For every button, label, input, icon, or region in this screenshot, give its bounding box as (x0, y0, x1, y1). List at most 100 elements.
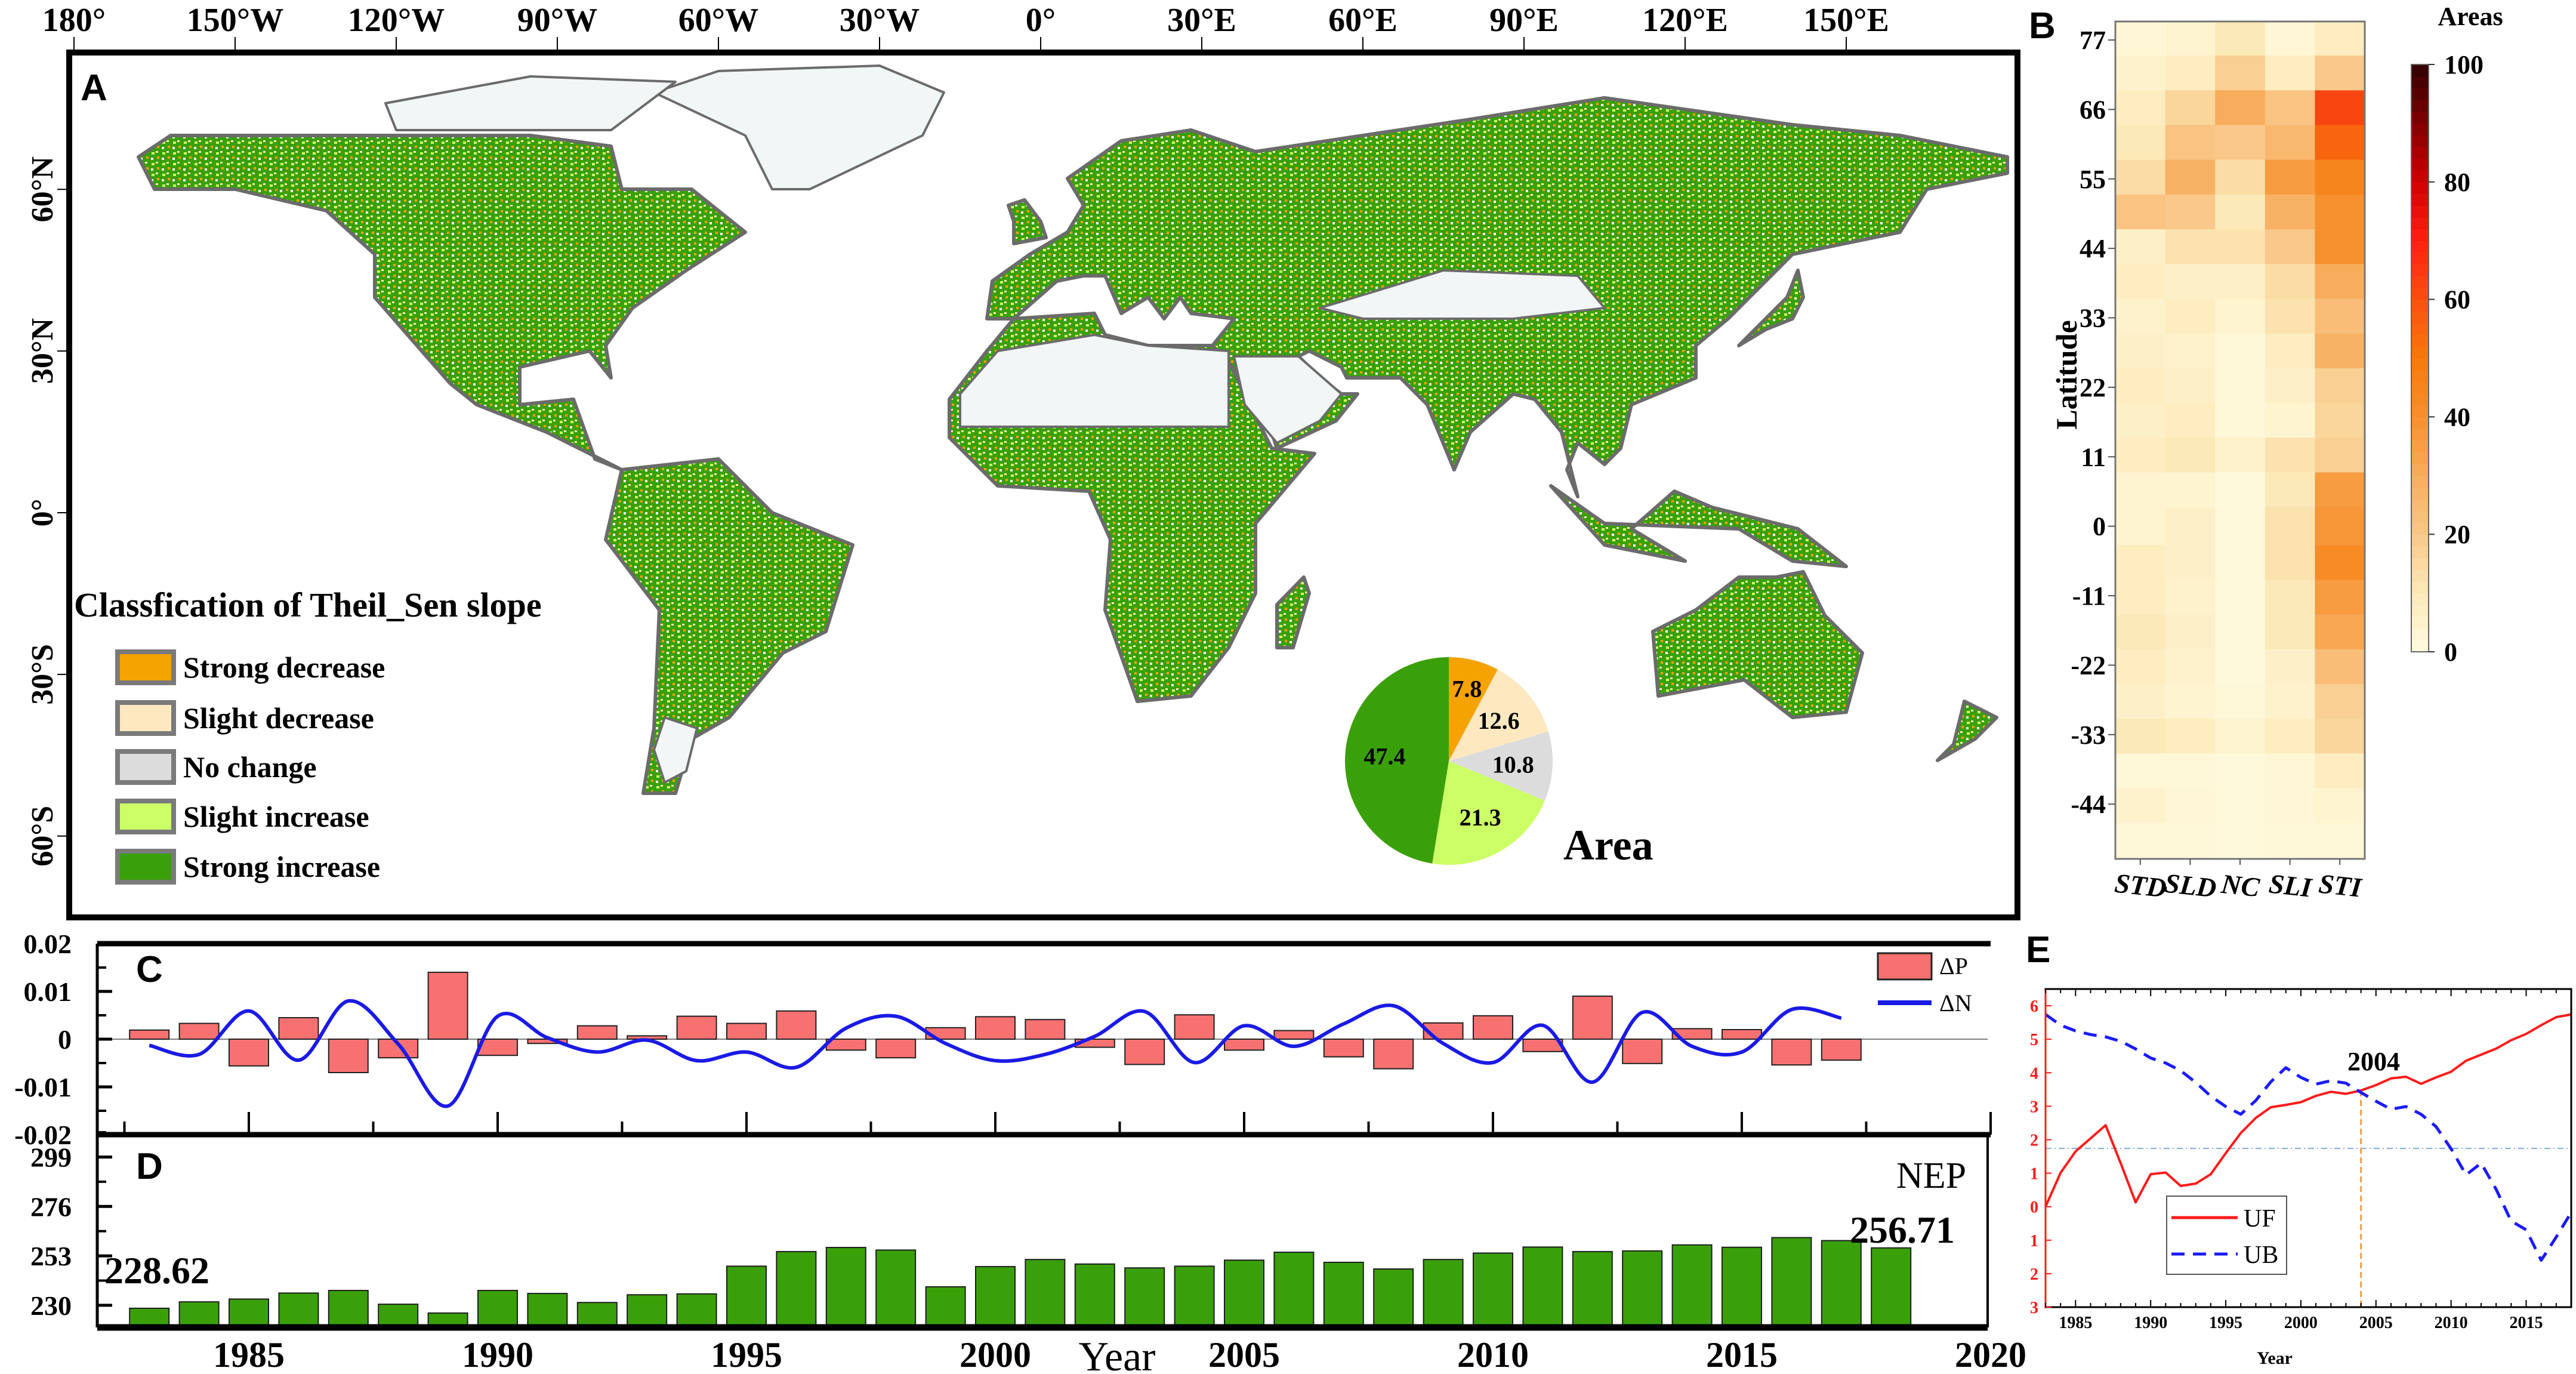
nep-bar (726, 1265, 767, 1328)
colorbar-step (2411, 158, 2429, 171)
c-y-tick-label: 0.01 (24, 976, 72, 1007)
legend-label-ub: UB (2244, 1241, 2278, 1269)
colorbar-step (2411, 487, 2429, 500)
nep-bar (676, 1293, 717, 1329)
colorbar-tick-label: 100 (2444, 50, 2484, 79)
heatmap-cell (2115, 368, 2166, 403)
colorbar-step (2411, 534, 2429, 547)
heatmap-y-tick-label: -22 (2071, 651, 2106, 680)
heatmap-cell (2265, 21, 2315, 56)
e-x-axis-title: Year (2257, 1348, 2293, 1368)
heatmap-cell (2165, 649, 2216, 685)
c-y-tick-label: -0.01 (14, 1072, 72, 1102)
heatmap-y-tick-label: 55 (2080, 165, 2106, 194)
delta-p-bar (1174, 1014, 1215, 1040)
lat-tick-label: 60°N (26, 156, 60, 222)
x-tick-label: 2000 (960, 1335, 1031, 1374)
legend-label: Slight increase (183, 800, 369, 833)
heatmap-cell (2165, 298, 2216, 334)
landmass-australia (1651, 570, 1864, 719)
c-y-tick-label: 0 (58, 1024, 72, 1055)
heatmap-cell (2165, 614, 2216, 650)
panel-c-anomaly-chart: 0.02 0.01 0 -0.01 -0.02 C ΔP ΔN (14, 929, 1992, 1150)
change-point-label: 2004 (2347, 1047, 2400, 1076)
heatmap-cell (2115, 298, 2166, 334)
area-pie-chart: 7.8 12.6 10.8 21.3 47.4 (1345, 657, 1553, 865)
heatmap-cell (2115, 90, 2166, 126)
lon-tick-label: 120°W (348, 2, 445, 39)
delta-p-bar (1323, 1039, 1364, 1058)
x-tick-label: 1985 (213, 1335, 285, 1374)
heatmap-y-tick-label: 77 (2080, 26, 2106, 55)
colorbar-step (2411, 429, 2429, 441)
colorbar-step (2411, 475, 2429, 488)
lon-tick-label: 30°E (1167, 2, 1236, 39)
heatmap-cell (2315, 649, 2365, 685)
heatmap-x-tick-label: NC (2219, 868, 2262, 903)
pie-slice (1449, 669, 1548, 761)
heatmap-x-tick-label: STD (2113, 868, 2168, 904)
no-trend-area-sahara (959, 334, 1230, 428)
heatmap-cell (2165, 90, 2216, 126)
delta-n-line (149, 999, 1842, 1108)
heatmap-cell (2115, 194, 2166, 230)
no-trend-area-greenland (653, 64, 945, 190)
colorbar-step (2411, 241, 2429, 253)
delta-p-bar (1373, 1039, 1414, 1070)
heatmap-cell (2115, 507, 2166, 546)
c-y-tick-label: -0.02 (14, 1120, 72, 1150)
heatmap-cell (2315, 472, 2365, 508)
heatmap-cell (2215, 580, 2266, 615)
x-tick-label: 2015 (1706, 1335, 1778, 1374)
colorbar-tick-label: 0 (2444, 637, 2457, 667)
heatmap-cell (2315, 822, 2365, 859)
delta-p-bar (1722, 1029, 1762, 1040)
e-x-tick-label: 2005 (2359, 1314, 2393, 1332)
heatmap-cell (2215, 507, 2266, 546)
landmass-britain (1007, 198, 1048, 245)
delta-p-bar (328, 1039, 369, 1073)
colorbar-tick-label: 80 (2444, 168, 2470, 197)
x-tick-label: 1990 (462, 1335, 533, 1374)
delta-p-bar (1671, 1028, 1713, 1040)
heatmap-cell (2165, 229, 2216, 264)
heatmap-cell (2215, 333, 2266, 369)
d-y-tick-label: 230 (30, 1290, 72, 1321)
nep-bar (875, 1249, 917, 1329)
landmass-south-america (604, 457, 854, 795)
heatmap-cell (2265, 159, 2315, 195)
colorbar-step (2411, 557, 2429, 570)
heatmap-cell (2165, 368, 2216, 403)
delta-p-bar (427, 972, 468, 1040)
heatmap-cell (2315, 21, 2365, 56)
nep-bar (1821, 1240, 1862, 1328)
heatmap-cell (2165, 264, 2216, 299)
legend-label: Strong decrease (183, 651, 385, 684)
e-x-tick-label: 1990 (2134, 1314, 2167, 1332)
delta-p-bar (1572, 996, 1613, 1040)
heatmap-cell (2315, 753, 2365, 788)
nep-bar (975, 1266, 1016, 1328)
heatmap-cell (2215, 719, 2266, 754)
heatmap-y-tick-label: 44 (2080, 234, 2106, 263)
colorbar-step (2411, 440, 2429, 453)
legend-label: No change (183, 750, 317, 784)
heatmap-y-tick-label: 33 (2080, 304, 2106, 333)
first-value-annotation: 228.62 (104, 1249, 209, 1292)
delta-p-bar (1224, 1039, 1264, 1051)
heatmap-x-tick-label: STI (2318, 868, 2365, 902)
heatmap-cell (2315, 333, 2365, 369)
legend-swatch-strong-decrease (115, 649, 176, 685)
heatmap-cell (2115, 333, 2166, 369)
heatmap-cell (2215, 472, 2266, 508)
e-x-tick-label: 2000 (2284, 1314, 2318, 1332)
delta-p-bar (1821, 1039, 1862, 1061)
colorbar-step (2411, 464, 2429, 476)
heatmap-cell (2165, 125, 2216, 161)
nep-bar (1572, 1250, 1613, 1328)
nep-bar (1671, 1244, 1713, 1329)
heatmap-cell (2215, 125, 2266, 161)
nep-bar (527, 1293, 568, 1329)
delta-p-bar (129, 1029, 170, 1040)
